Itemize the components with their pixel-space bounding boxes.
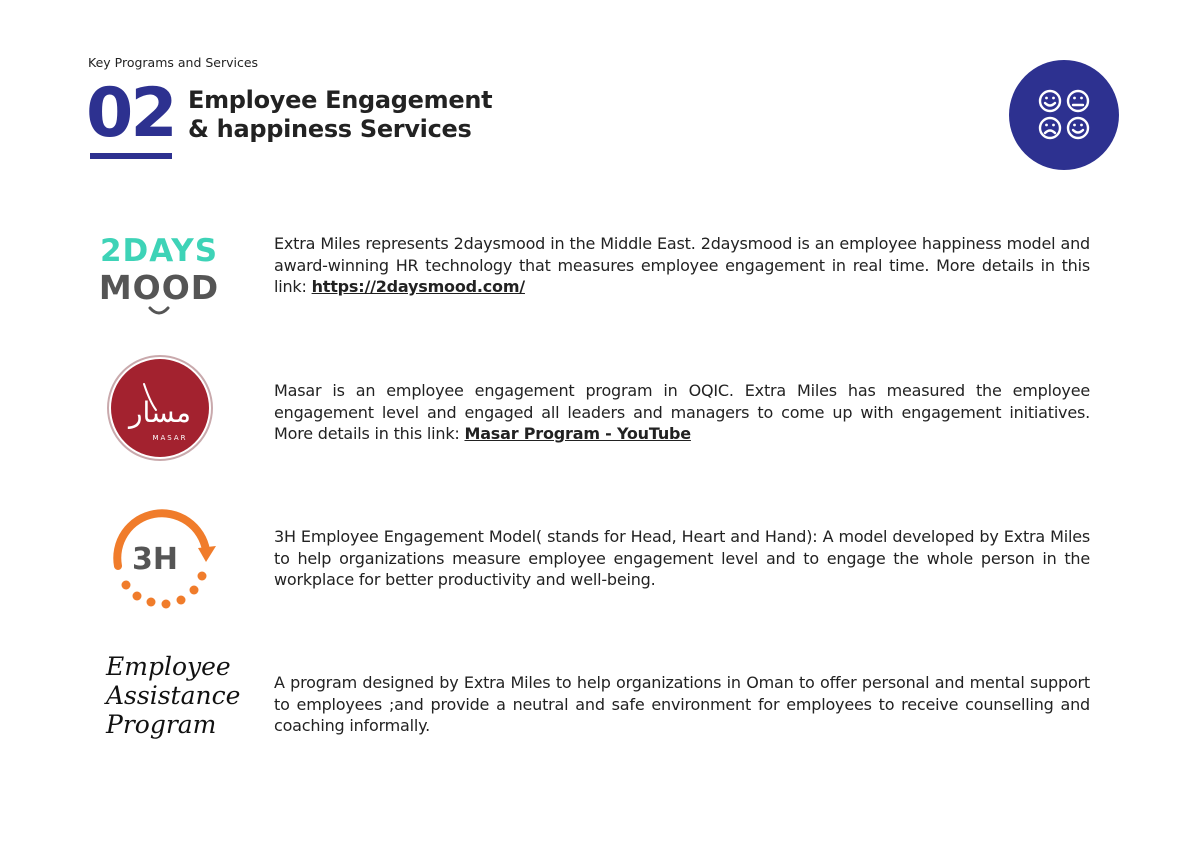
section-label: Key Programs and Services xyxy=(88,55,259,70)
2daysmood-logo-line2: MOOD xyxy=(99,268,219,307)
eap-logo: Employee Assistance Program xyxy=(106,652,240,739)
3h-description: 3H Employee Engagement Model( stands for… xyxy=(274,527,1090,589)
2daysmood-logo: 2DAYS MOOD xyxy=(99,233,219,315)
masar-logo: مسار MASAR xyxy=(107,355,213,461)
masar-link[interactable]: Masar Program - YouTube xyxy=(464,424,691,443)
2daysmood-description: Extra Miles represents 2daysmood in the … xyxy=(274,233,1090,298)
eap-logo-line2: Assistance xyxy=(106,681,241,710)
section-title-line1: Employee Engagement xyxy=(188,86,493,114)
2daysmood-logo-line1: 2DAYS xyxy=(100,233,218,269)
3h-logo: 3H xyxy=(113,509,216,609)
section-number-underline xyxy=(90,153,172,159)
section-number: 02 xyxy=(86,74,178,153)
masar-description: Masar is an employee engagement program … xyxy=(274,380,1090,445)
3h-logo-text: 3H xyxy=(132,542,178,577)
mood-faces-icon xyxy=(1009,60,1119,170)
eap-logo-line1: Employee xyxy=(106,652,231,681)
2daysmood-text: Extra Miles represents 2daysmood in the … xyxy=(274,234,1090,296)
eap-logo-line3: Program xyxy=(106,710,217,739)
masar-text: Masar is an employee engagement program … xyxy=(274,381,1090,443)
masar-logo-arabic: مسار xyxy=(127,396,191,429)
2daysmood-link[interactable]: https://2daysmood.com/ xyxy=(311,277,526,296)
eap-description: A program designed by Extra Miles to hel… xyxy=(274,673,1090,735)
section-title-line2: & happiness Services xyxy=(188,115,472,143)
masar-logo-text: MASAR xyxy=(152,434,187,442)
section-title: Employee Engagement & happiness Services xyxy=(188,86,493,144)
